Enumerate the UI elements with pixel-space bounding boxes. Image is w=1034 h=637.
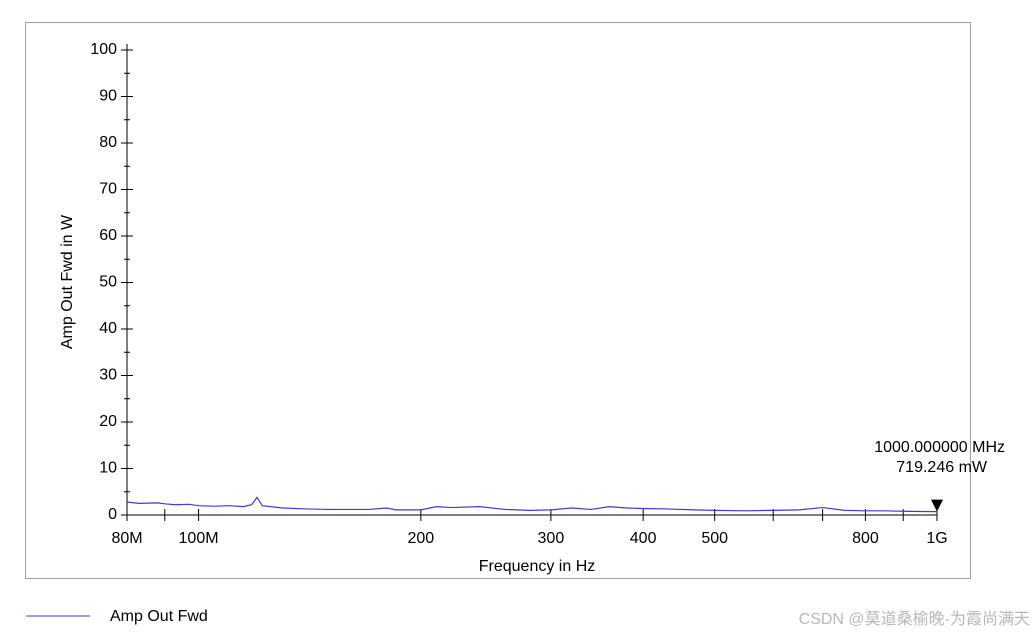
y-tick-label: 60	[99, 227, 117, 244]
y-tick-label: 90	[99, 88, 117, 105]
x-axis-label: Frequency in Hz	[479, 558, 596, 575]
y-tick-label: 80	[99, 134, 117, 151]
x-tick-label: 500	[701, 530, 728, 547]
x-tick-label: 800	[852, 530, 879, 547]
y-tick-label: 70	[99, 181, 117, 198]
x-tick-label: 400	[630, 530, 657, 547]
y-tick-label: 100	[90, 41, 117, 58]
x-tick-label: 200	[408, 530, 435, 547]
y-tick-label: 40	[99, 320, 117, 337]
x-tick-label: 300	[538, 530, 565, 547]
marker-x-label: 1000.000000 MHz	[874, 439, 1005, 456]
y-tick-label: 0	[108, 506, 117, 523]
y-tick-label: 10	[99, 460, 117, 477]
watermark: CSDN @莫道桑榆晚-为霞尚满天	[799, 610, 1030, 628]
frame	[25, 22, 971, 579]
legend-label: Amp Out Fwd	[110, 608, 208, 625]
data-line	[126, 496, 938, 513]
x-tick-label: 80M	[111, 530, 142, 547]
y-tick-label: 50	[99, 274, 117, 291]
marker-y-label: 719.246 mW	[896, 459, 988, 476]
y-tick-label: 20	[99, 413, 117, 430]
x-tick-label: 1G	[926, 530, 947, 547]
x-tick-label: 100M	[179, 530, 219, 547]
y-axis-label: Amp Out Fwd in W	[59, 214, 76, 349]
y-tick-label: 30	[99, 367, 117, 384]
marker	[931, 499, 943, 512]
